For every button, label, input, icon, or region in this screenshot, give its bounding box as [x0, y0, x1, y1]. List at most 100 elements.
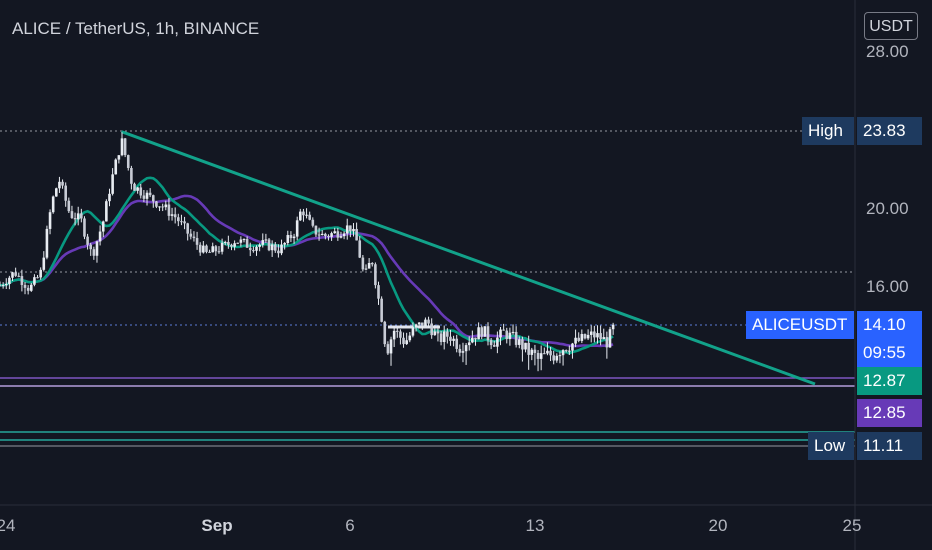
candle [277, 244, 280, 258]
candle [327, 234, 330, 241]
candle [370, 262, 374, 267]
candle [527, 335, 530, 370]
candle [73, 212, 77, 226]
candle [167, 198, 171, 221]
candle [86, 233, 89, 250]
candle [261, 233, 265, 248]
candle [358, 236, 362, 259]
candle [502, 323, 505, 331]
candle [411, 322, 415, 338]
candle [39, 267, 42, 280]
candle [433, 324, 437, 336]
candle [383, 320, 387, 347]
candle [295, 216, 299, 241]
candle [471, 330, 474, 344]
candle [227, 235, 230, 249]
candle [0, 281, 2, 287]
price-levels [0, 130, 855, 447]
candle [543, 347, 546, 355]
candle [461, 342, 465, 363]
candle [586, 329, 590, 341]
candle [98, 225, 102, 246]
candle [446, 328, 449, 344]
candle [464, 343, 468, 365]
candle [92, 246, 96, 260]
candle [480, 325, 484, 340]
price-tick-label: 28.00 [866, 42, 909, 61]
candle [546, 342, 549, 356]
price-tick-label: 16.00 [866, 277, 909, 296]
candle [230, 243, 233, 251]
candle [283, 242, 286, 250]
candle [155, 200, 158, 209]
candle [533, 344, 537, 366]
trendline-segment[interactable] [120, 130, 816, 386]
candle [239, 236, 243, 247]
last-price-tag: 14.10 [857, 311, 922, 339]
candle [474, 337, 477, 346]
candle [202, 240, 205, 254]
candle [70, 205, 74, 219]
candle [29, 282, 33, 292]
candle [408, 331, 412, 343]
candle [17, 272, 21, 278]
candle [36, 274, 39, 279]
candle [524, 342, 527, 353]
candle [33, 274, 36, 287]
candle [580, 329, 584, 344]
candles [0, 132, 615, 372]
candle [42, 251, 46, 272]
candle [280, 239, 283, 256]
candle [467, 336, 471, 351]
candle [342, 231, 346, 240]
candle [245, 236, 249, 248]
candle [114, 158, 118, 175]
high-value-tag: 23.83 [857, 117, 922, 145]
candle [611, 322, 615, 335]
candle [564, 349, 568, 353]
candle [452, 335, 455, 347]
candle [192, 231, 196, 242]
candle [593, 325, 596, 343]
candle [61, 179, 64, 189]
candle [4, 278, 8, 290]
candle [405, 332, 408, 345]
low-label-tag: Low [808, 432, 854, 460]
candle [324, 232, 327, 240]
candle [314, 225, 318, 237]
candle [177, 213, 180, 227]
candle [198, 242, 202, 256]
time-tick-label: Sep [201, 516, 233, 535]
candle [289, 231, 293, 243]
candle [214, 244, 218, 256]
candle [317, 227, 321, 241]
candle [145, 190, 149, 206]
candle [421, 322, 424, 330]
candle [105, 199, 108, 222]
time-tick-label: 20 [708, 516, 728, 535]
candle [248, 242, 252, 257]
candle [536, 350, 540, 372]
candle [402, 332, 405, 348]
candle [133, 182, 136, 191]
candle [380, 296, 383, 323]
candle [233, 240, 236, 251]
candle [374, 262, 377, 289]
candle [20, 269, 24, 292]
candle [299, 208, 302, 221]
candle [205, 244, 208, 254]
candle [180, 214, 183, 226]
candle [161, 203, 164, 212]
candle [139, 183, 143, 199]
candle [508, 327, 512, 346]
candle [123, 138, 127, 158]
candle [286, 230, 290, 246]
candle [11, 271, 14, 282]
time-tick-label: 25 [842, 516, 862, 535]
candle [345, 218, 349, 240]
currency-button[interactable]: USDT [864, 12, 918, 40]
moving-average-slow [0, 194, 614, 348]
candle [273, 241, 277, 253]
ma-line-fast [0, 176, 614, 355]
